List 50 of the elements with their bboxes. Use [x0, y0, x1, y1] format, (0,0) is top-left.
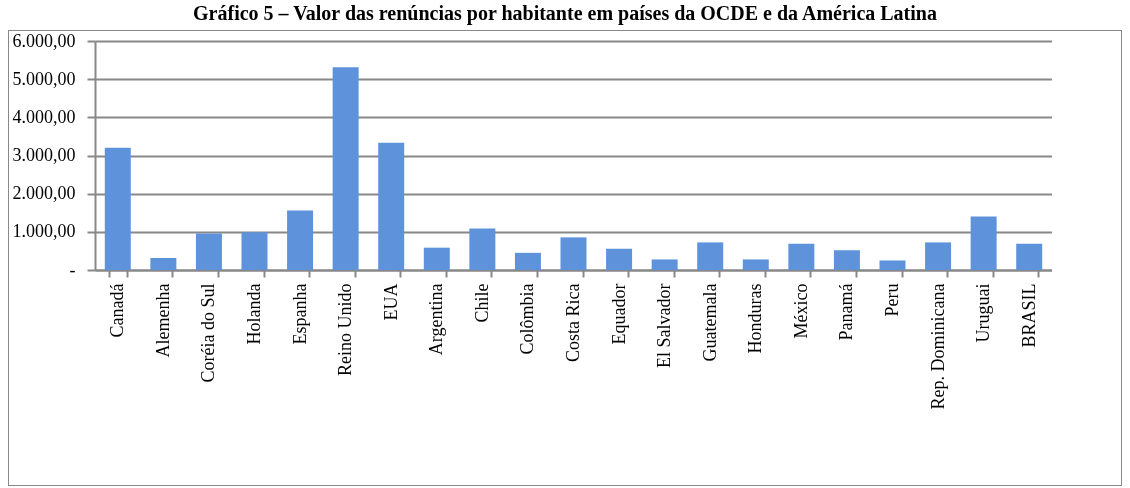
- x-tick-label: Costa Rica: [563, 283, 583, 362]
- x-tick-label: Canadá: [107, 283, 128, 338]
- x-tick-label: El Salvador: [654, 283, 675, 368]
- bar: [651, 259, 678, 270]
- y-tick-label: 2.000,00: [12, 183, 76, 204]
- bar: [925, 242, 952, 270]
- bar: [195, 233, 222, 270]
- x-tick-label: Honduras: [745, 283, 766, 354]
- bar: [332, 67, 359, 270]
- y-tick-label: 1.000,00: [12, 221, 76, 242]
- chart-title: Gráfico 5 – Valor das renúncias por habitante em países da OCDE e da América Latina: [192, 1, 938, 26]
- x-tick-label: Chile: [471, 283, 492, 323]
- x-tick-label: Reino Unido: [335, 283, 356, 376]
- bar: [514, 252, 541, 270]
- bar: [879, 260, 906, 270]
- bar: [560, 237, 587, 270]
- x-tick-label: Colômbia: [517, 283, 538, 355]
- x-tick-label: EUA: [380, 283, 401, 321]
- bar: [423, 247, 450, 270]
- x-tick-label: Guatemala: [699, 283, 720, 362]
- x-tick-label: Argentina: [426, 283, 447, 356]
- x-tick-label: Coréia do Sul: [198, 283, 219, 383]
- y-tick-label: 3.000,00: [12, 145, 76, 165]
- bar: [742, 259, 769, 270]
- x-tick-label: México: [790, 283, 811, 339]
- x-tick-label: Uruguai: [973, 283, 994, 343]
- bar: [697, 242, 724, 270]
- x-tick-label: Rep. Dominicana: [927, 283, 948, 410]
- bar: [606, 248, 633, 270]
- y-tick-label: 4.000,00: [12, 106, 76, 127]
- bar: [469, 228, 496, 270]
- y-tick-label: -: [69, 259, 76, 280]
- x-tick-label: BRASIL: [1018, 283, 1039, 348]
- bar: [241, 232, 268, 270]
- y-tick-label: 6.000,00: [12, 30, 76, 51]
- x-tick-label: Peru: [882, 283, 902, 317]
- x-tick-label: Panamá: [836, 283, 857, 341]
- bar: [287, 210, 314, 270]
- bar: [104, 147, 131, 270]
- bar: [378, 142, 405, 270]
- bar: [788, 243, 815, 270]
- bar: [833, 250, 860, 270]
- x-tick-label: Alemenha: [152, 283, 173, 358]
- x-tick-label: Espanha: [289, 283, 310, 345]
- bar: [970, 216, 997, 270]
- y-tick-label: 5.000,00: [12, 68, 76, 89]
- bar: [150, 257, 177, 270]
- x-tick-label: Holanda: [244, 283, 264, 345]
- x-tick-label: Equador: [608, 283, 629, 345]
- bar: [1016, 243, 1043, 270]
